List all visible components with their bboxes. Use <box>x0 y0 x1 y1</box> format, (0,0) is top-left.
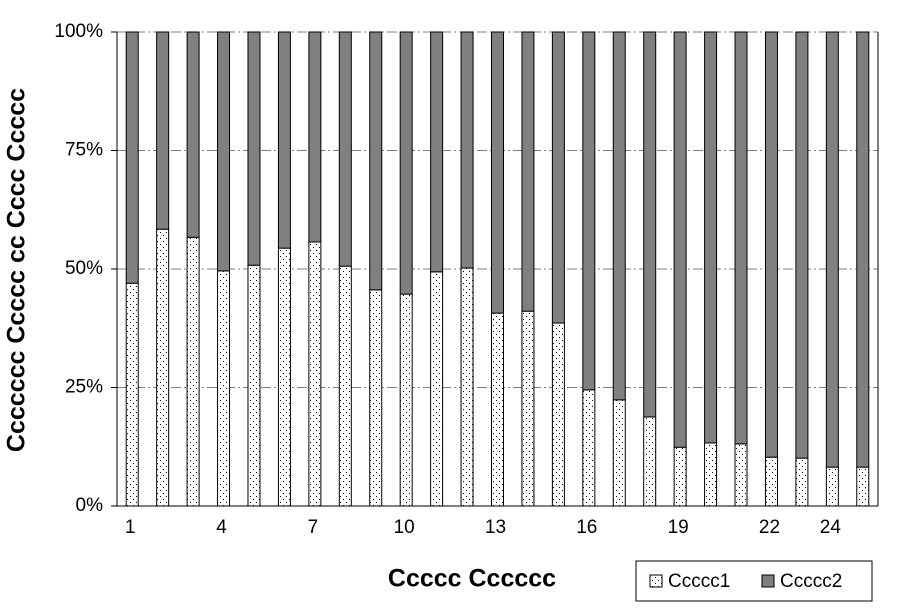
bar-segment <box>247 31 261 266</box>
bar-segment <box>795 31 809 459</box>
bar-segment <box>460 267 474 507</box>
bar-segment <box>521 310 535 507</box>
bar-segment <box>582 389 596 507</box>
x-axis-title: Ccccc Cccccc <box>388 565 556 593</box>
bar-segment <box>399 31 413 295</box>
bar-segment <box>217 31 231 272</box>
y-tick-label: 25% <box>65 377 103 398</box>
bar-segment <box>704 442 718 507</box>
bar-segment <box>369 31 383 291</box>
bar-segment <box>764 456 778 507</box>
x-tick-label: 10 <box>394 517 415 538</box>
x-tick-label: 24 <box>820 517 842 538</box>
legend-swatch <box>761 574 775 588</box>
bar-segment <box>825 31 839 468</box>
bar-segment <box>734 31 748 445</box>
bar-segment <box>156 228 170 507</box>
bar-segment <box>521 31 535 312</box>
bar-segment <box>856 31 870 468</box>
bar-segment <box>247 264 261 507</box>
bar-segment <box>125 31 139 284</box>
bar-segment <box>673 31 687 448</box>
bar-segment <box>551 31 565 324</box>
bar-segment <box>582 31 596 391</box>
bar-segment <box>430 31 444 273</box>
bar-segment <box>308 31 322 243</box>
bar-segment <box>764 31 778 458</box>
bar-segment <box>491 312 504 507</box>
x-tick-label: 22 <box>759 517 780 538</box>
bar-segment <box>186 31 200 238</box>
bar-segment <box>612 31 626 401</box>
y-tick-label: 0% <box>76 495 104 516</box>
bar-segment <box>217 270 231 507</box>
x-tick-label: 19 <box>668 517 689 538</box>
bar-segment <box>338 31 352 267</box>
y-tick-label: 75% <box>65 140 103 161</box>
bar-segment <box>277 247 291 507</box>
bar-segment <box>277 31 291 249</box>
bar-segment <box>430 271 444 507</box>
bar-segment <box>643 416 657 507</box>
legend-label: Ccccc2 <box>780 571 842 592</box>
bar-segment <box>551 322 565 507</box>
y-tick-label: 50% <box>65 258 103 279</box>
x-tick-label: 13 <box>485 517 506 538</box>
bar-segment <box>856 466 870 507</box>
bar-segment <box>460 31 474 269</box>
legend-label: Ccccc1 <box>668 571 730 592</box>
bar-segment <box>186 236 200 507</box>
y-tick-label: 100% <box>54 21 103 42</box>
x-tick-label: 4 <box>216 517 227 538</box>
bar-segment <box>491 31 504 314</box>
bar-segment <box>156 31 170 230</box>
bar-segment <box>338 265 352 507</box>
y-axis-title: Ccccccc Ccccc cc Cccc Ccccc <box>3 88 31 452</box>
legend: Ccccc1 Ccccc2 <box>635 560 873 602</box>
bar-segment <box>308 241 322 507</box>
legend-box <box>635 560 873 602</box>
bar-segment <box>704 31 718 444</box>
bar-segment <box>369 289 383 507</box>
bar-segment <box>643 31 657 418</box>
bar-segment <box>399 293 413 507</box>
bar-segment <box>125 282 139 507</box>
x-tick-label: 16 <box>576 517 597 538</box>
bar-segment <box>612 399 626 507</box>
x-tick-label: 7 <box>308 517 319 538</box>
bar-segment <box>825 466 839 507</box>
bar-segment <box>673 446 687 507</box>
axes: 0% 25% 50% 75% 100% 1 4 7 10 13 16 19 22 24 <box>54 21 879 538</box>
bars <box>125 31 870 507</box>
bar-segment <box>734 443 748 507</box>
legend-swatch <box>649 574 663 588</box>
bar-segment <box>795 457 809 507</box>
x-tick-label: 1 <box>125 517 136 538</box>
